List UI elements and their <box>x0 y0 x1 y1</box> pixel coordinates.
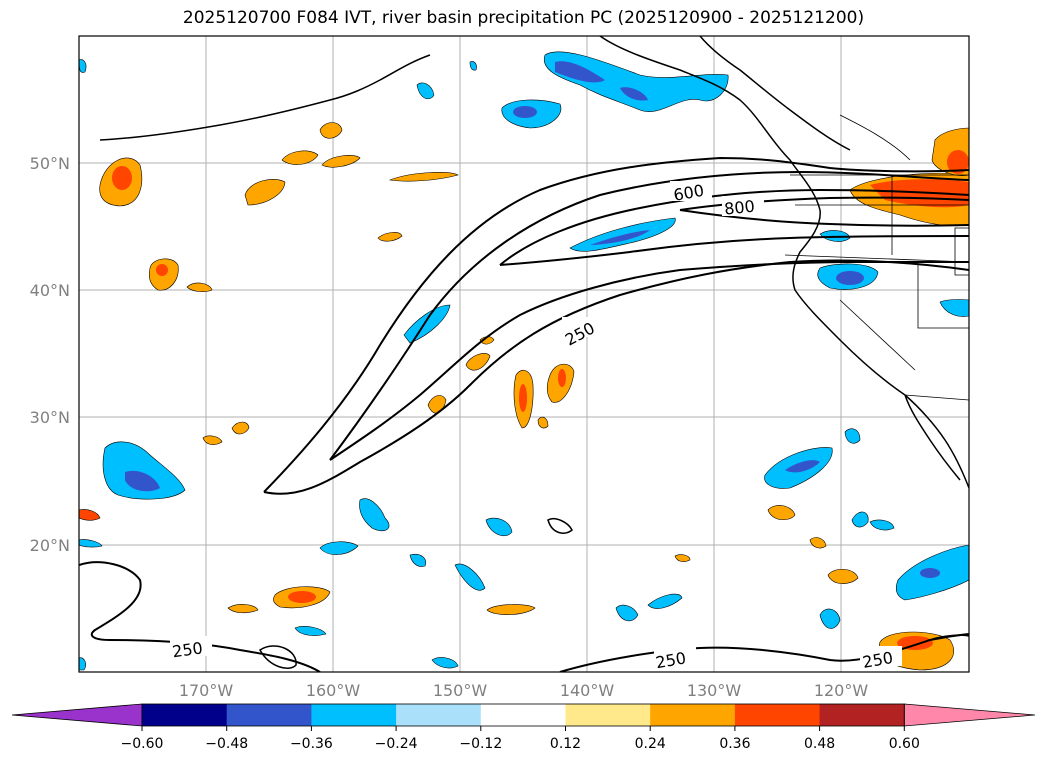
colorbar: −0.60 −0.48 −0.36 −0.24 −0.12 0.12 0.24 0.36 0.4… <box>11 703 1036 752</box>
colorbar-segment <box>650 704 736 726</box>
contour-label-800: 800 <box>723 197 755 219</box>
colorbar-extend-low <box>11 703 143 727</box>
colorbar-segment <box>734 704 821 726</box>
lon-label-150w: 150°W <box>433 681 488 700</box>
colorbar-segment <box>565 704 651 726</box>
colorbar-tick-label: −0.24 <box>375 736 418 752</box>
lon-label-160w: 160°W <box>306 681 361 700</box>
colorbar-tick-label: −0.48 <box>205 736 248 752</box>
colorbar-segment <box>396 704 482 726</box>
lat-label-40n: 40°N <box>30 281 70 300</box>
lon-label-130w: 130°W <box>687 681 742 700</box>
coastlines <box>99 36 969 669</box>
map-title: 2025120700 F084 IVT, river basin precipi… <box>182 8 865 28</box>
colorbar-tick-label: 0.36 <box>719 736 750 752</box>
lon-label-140w: 140°W <box>560 681 615 700</box>
colorbar-extend-high <box>903 703 1036 727</box>
colorbar-tick-label: −0.60 <box>121 736 164 752</box>
precip-anomaly-negative <box>79 51 969 671</box>
ivt-contours <box>79 156 969 672</box>
colorbar-segment <box>819 704 905 726</box>
colorbar-tick-label: −0.12 <box>459 736 502 752</box>
lat-label-30n: 30°N <box>30 408 70 427</box>
precip-anomaly-fill <box>79 122 969 671</box>
colorbar-border <box>141 703 905 727</box>
map-panel <box>79 36 969 672</box>
colorbar-tick-label: 0.12 <box>550 736 581 752</box>
lon-label-120w: 120°W <box>814 681 869 700</box>
lat-labels: 50°N 40°N 30°N 20°N <box>30 154 70 555</box>
lat-label-20n: 20°N <box>30 536 70 555</box>
colorbar-segment <box>142 704 228 726</box>
lat-label-50n: 50°N <box>30 154 70 173</box>
lon-labels: 170°W 160°W 150°W 140°W 130°W 120°W <box>179 681 869 700</box>
lon-label-170w: 170°W <box>179 681 234 700</box>
colorbar-segment <box>226 704 312 726</box>
colorbar-tick-label: 0.48 <box>804 736 835 752</box>
colorbar-tick-label: 0.24 <box>635 736 666 752</box>
contour-label-250-b: 250 <box>171 638 204 661</box>
map-frame <box>78 35 970 673</box>
colorbar-tick-label: −0.36 <box>290 736 333 752</box>
colorbar-segment <box>480 704 566 726</box>
colorbar-tick-label: 0.60 <box>889 736 920 752</box>
state-borders <box>784 114 969 401</box>
colorbar-segment <box>311 704 397 726</box>
